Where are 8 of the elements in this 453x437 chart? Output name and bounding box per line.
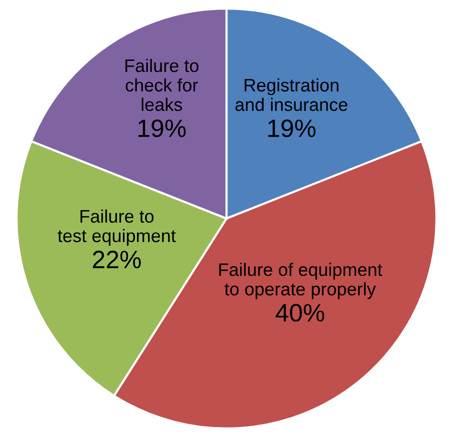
slice-label: Failure to test equipment xyxy=(58,210,176,246)
slice-label: Failure to check for leaks xyxy=(125,58,198,112)
data-label: 19% xyxy=(138,119,186,138)
slice-label: Failure of equipment to operate properly xyxy=(219,262,382,300)
slice-label: Registration and insurance xyxy=(235,78,348,112)
data-label: 40% xyxy=(276,304,324,322)
data-label: 19% xyxy=(268,119,316,138)
data-label: 22% xyxy=(92,250,141,268)
